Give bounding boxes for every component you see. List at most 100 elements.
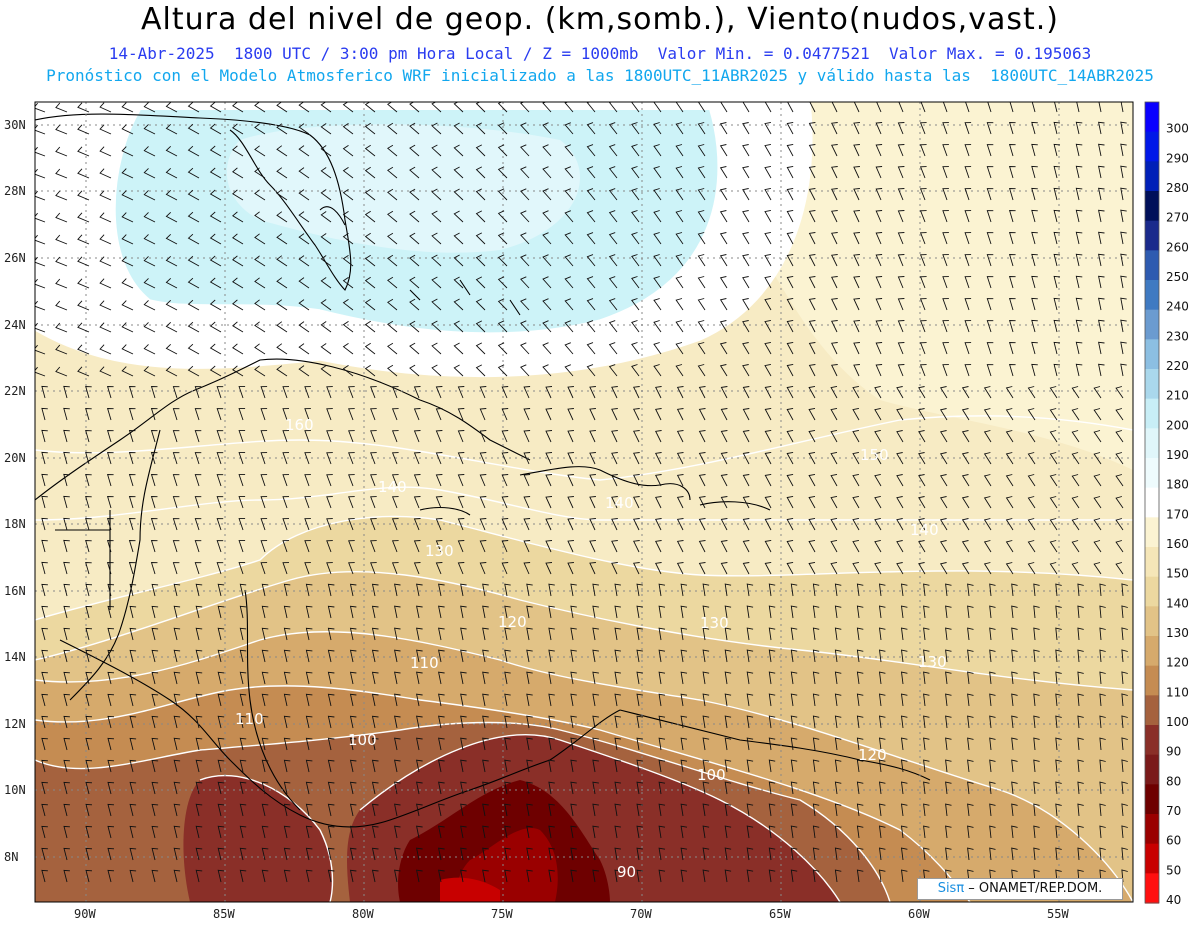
wind-barb bbox=[370, 452, 377, 465]
wind-barb bbox=[85, 518, 92, 531]
wind-barb bbox=[608, 188, 618, 201]
wind-barb bbox=[501, 540, 509, 553]
colorbar-swatch bbox=[1145, 754, 1159, 785]
wind-barb bbox=[276, 277, 288, 289]
wind-barb bbox=[371, 781, 379, 795]
wind-barb bbox=[697, 276, 706, 289]
wind-barb bbox=[172, 408, 180, 421]
wind-barb bbox=[1075, 231, 1083, 245]
wind-barb bbox=[1055, 759, 1062, 773]
wind-barb bbox=[919, 254, 927, 267]
wind-barb bbox=[99, 124, 112, 135]
wind-barb bbox=[989, 825, 996, 839]
wind-barb bbox=[150, 518, 158, 531]
wind-barb bbox=[1055, 715, 1062, 729]
wind-barb bbox=[438, 583, 445, 597]
wind-barb bbox=[327, 869, 335, 883]
colorbar-label: 120 bbox=[1166, 656, 1189, 670]
wind-barb bbox=[653, 232, 662, 245]
wind-barb bbox=[195, 693, 203, 707]
wind-barb bbox=[764, 407, 772, 421]
wind-barb bbox=[107, 671, 115, 685]
wind-barb bbox=[107, 869, 115, 883]
wind-barb bbox=[85, 847, 93, 861]
lat-label: 28N bbox=[4, 184, 26, 198]
wind-barb bbox=[724, 649, 732, 663]
wind-barb bbox=[764, 121, 772, 135]
wind-barb bbox=[416, 671, 423, 685]
wind-barb bbox=[348, 452, 355, 465]
wind-barb bbox=[254, 123, 266, 135]
wind-barb bbox=[121, 146, 134, 157]
wind-barb bbox=[878, 803, 886, 817]
wind-barb bbox=[326, 496, 333, 509]
wind-barb bbox=[121, 234, 134, 245]
wind-barb bbox=[364, 166, 376, 179]
wind-barb bbox=[834, 803, 842, 817]
wind-barb bbox=[967, 605, 974, 619]
wind-barb bbox=[298, 211, 310, 223]
wind-barb bbox=[129, 825, 137, 839]
wind-barb bbox=[548, 715, 555, 729]
wind-barb bbox=[1098, 319, 1105, 333]
wind-barb bbox=[107, 693, 115, 707]
wind-barb bbox=[636, 583, 643, 597]
wind-barb bbox=[194, 474, 202, 487]
wind-barb bbox=[254, 343, 266, 355]
wind-barb bbox=[260, 408, 268, 421]
wind-barb bbox=[658, 605, 666, 619]
wind-barb bbox=[589, 430, 596, 443]
wind-barb bbox=[349, 737, 357, 751]
wind-barb bbox=[768, 759, 776, 773]
wind-barb bbox=[852, 517, 860, 531]
wind-barb bbox=[453, 320, 464, 333]
wind-barb bbox=[1093, 430, 1102, 443]
wind-barb bbox=[768, 605, 776, 619]
wind-barb bbox=[896, 562, 904, 575]
wind-barb bbox=[592, 847, 599, 861]
wind-barb bbox=[1049, 540, 1058, 553]
wind-barb bbox=[453, 102, 464, 113]
wind-barb bbox=[658, 649, 666, 663]
wind-barb bbox=[633, 386, 640, 399]
wind-barb bbox=[394, 583, 401, 597]
wind-barb bbox=[856, 627, 864, 641]
wind-barb bbox=[143, 300, 156, 311]
wind-barb bbox=[261, 759, 269, 773]
wind-barb bbox=[1049, 408, 1058, 421]
wind-barb bbox=[1008, 254, 1016, 267]
wind-barb bbox=[878, 781, 886, 795]
wind-barb bbox=[742, 518, 750, 531]
wind-barb bbox=[548, 759, 555, 773]
wind-barb bbox=[878, 737, 886, 751]
wind-barb bbox=[831, 210, 838, 223]
wind-barb bbox=[460, 627, 467, 641]
wind-barb bbox=[260, 562, 268, 575]
wind-barb bbox=[99, 322, 112, 333]
wind-barb bbox=[636, 737, 643, 751]
wind-barb bbox=[217, 737, 225, 751]
wind-barb bbox=[923, 847, 930, 861]
wind-barb bbox=[371, 671, 379, 685]
wind-barb bbox=[165, 189, 178, 201]
wind-barb bbox=[808, 188, 816, 201]
wind-barb bbox=[173, 737, 181, 751]
wind-barb bbox=[370, 496, 377, 509]
wind-barb bbox=[239, 803, 247, 817]
wind-barb bbox=[41, 407, 48, 421]
wind-barb bbox=[41, 737, 48, 751]
wind-barb bbox=[964, 276, 972, 289]
wind-barb bbox=[897, 122, 905, 135]
wind-barb bbox=[564, 254, 574, 267]
wind-barb bbox=[942, 298, 949, 311]
colorbar-swatch bbox=[1145, 814, 1159, 845]
wind-barb bbox=[698, 452, 706, 465]
wind-barb bbox=[764, 451, 772, 465]
wind-barb bbox=[631, 210, 640, 223]
wind-barb bbox=[150, 430, 158, 443]
wind-barb bbox=[501, 496, 509, 509]
wind-barb bbox=[808, 473, 816, 487]
colorbar-swatch bbox=[1145, 665, 1159, 696]
wind-barb bbox=[830, 495, 838, 509]
wind-barb bbox=[764, 473, 772, 487]
